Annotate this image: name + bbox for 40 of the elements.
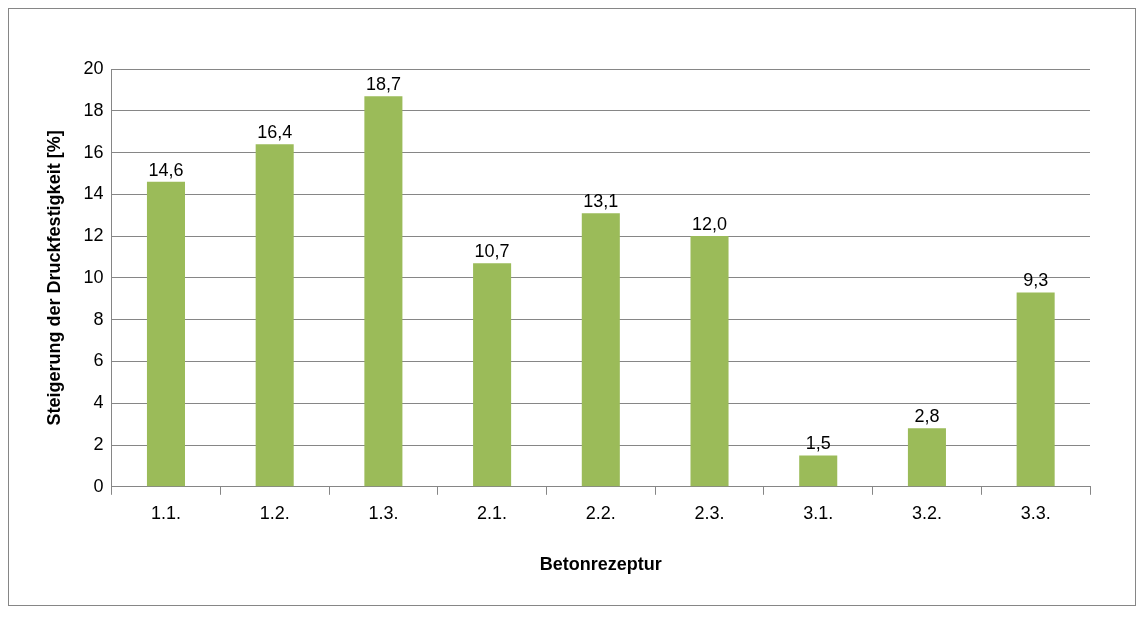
y-tick-label: 4 <box>93 392 104 413</box>
data-label: 14,6 <box>148 159 184 180</box>
bar <box>255 144 294 487</box>
data-label: 12,0 <box>692 214 728 235</box>
x-tick-label: 1.3. <box>368 502 399 523</box>
y-tick-label: 10 <box>83 266 104 287</box>
x-tick-label: 3.3. <box>1020 502 1051 523</box>
x-tick-label: 3.2. <box>911 502 942 523</box>
y-tick-label: 6 <box>93 350 104 371</box>
x-tick-label: 2.1. <box>477 502 508 523</box>
data-label: 2,8 <box>914 406 940 427</box>
x-tick-label: 2.2. <box>585 502 616 523</box>
x-tick-label: 1.2. <box>259 502 290 523</box>
x-tick-label: 2.3. <box>694 502 725 523</box>
y-tick-label: 12 <box>83 225 104 246</box>
y-tick-label: 18 <box>83 99 104 120</box>
data-label: 13,1 <box>583 191 619 212</box>
data-label: 9,3 <box>1023 270 1049 291</box>
bar <box>364 96 403 487</box>
bar <box>146 181 185 487</box>
y-tick-label: 0 <box>93 475 104 496</box>
bar <box>581 213 620 487</box>
y-tick-label: 16 <box>83 141 104 162</box>
y-tick-label: 14 <box>83 183 104 204</box>
bar <box>907 428 946 487</box>
bar <box>473 263 512 487</box>
y-tick-label: 2 <box>93 433 104 454</box>
data-label: 16,4 <box>257 122 293 143</box>
bar <box>1016 292 1055 487</box>
data-label: 18,7 <box>365 74 401 95</box>
x-axis-title: Betonrezeptur <box>539 554 662 575</box>
x-tick-label: 3.1. <box>803 502 834 523</box>
y-tick-label: 8 <box>93 308 104 329</box>
bar <box>799 455 838 487</box>
y-tick-label: 20 <box>83 57 104 78</box>
data-label: 1,5 <box>805 433 831 454</box>
x-tick-label: 1.1. <box>150 502 181 523</box>
y-axis-title: Steigerung der Druckfestigkeit [%] <box>43 130 64 426</box>
bar <box>690 236 729 487</box>
data-label: 10,7 <box>474 241 510 262</box>
